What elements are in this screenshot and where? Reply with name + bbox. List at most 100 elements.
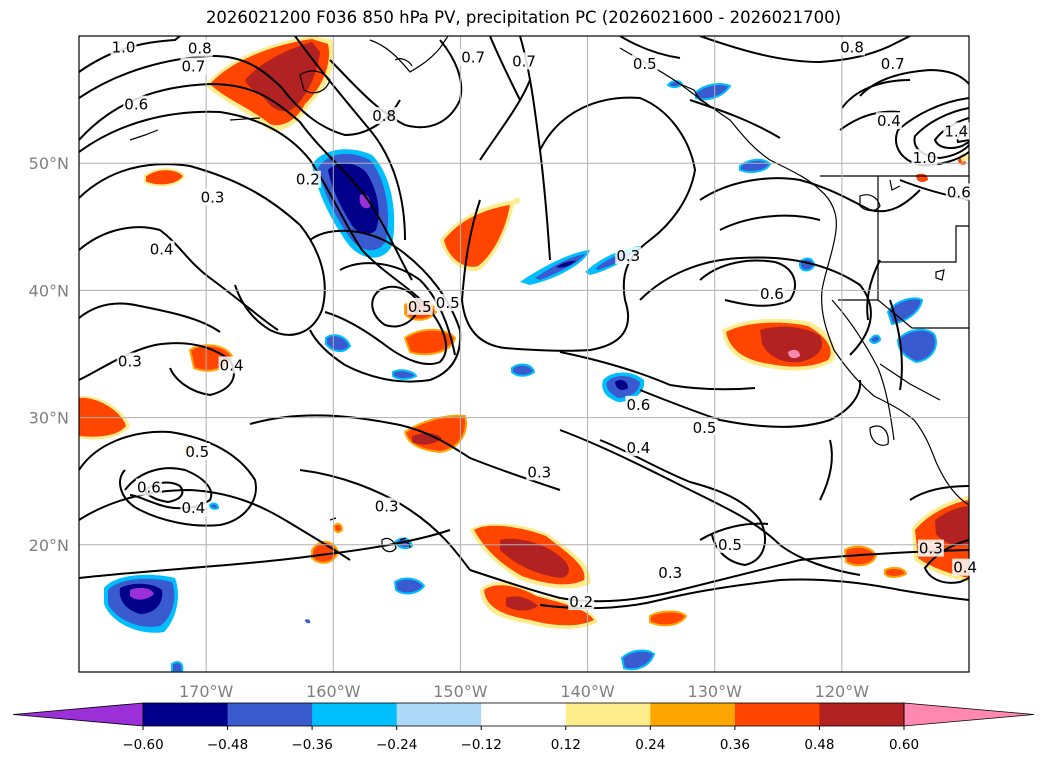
contour-label: 0.7 (512, 52, 536, 70)
contour-label: 0.4 (953, 559, 977, 577)
contour-label: 0.3 (616, 247, 640, 265)
lon-tick-label: 150°W (433, 682, 488, 701)
colorbar-segment (143, 703, 229, 726)
contour-label-bg (184, 442, 211, 460)
contour-label: 0.3 (118, 353, 142, 371)
contour-label-bg (943, 122, 970, 140)
colorbar-segment (481, 703, 567, 726)
contour-label-bg (758, 285, 785, 303)
contour-label-bg (511, 52, 537, 70)
lat-tick-label: 40°N (29, 281, 69, 300)
colorbar-segment (650, 703, 736, 726)
contour-label-bg (911, 149, 938, 167)
contour-label-bg (615, 247, 642, 265)
contour-label-bg (716, 535, 743, 553)
colorbar-segment (312, 703, 398, 726)
contour-label-bg (839, 38, 866, 56)
contour-label-bg (116, 352, 143, 370)
contour-label: 0.8 (188, 40, 212, 58)
lon-tick-label: 120°W (815, 682, 870, 701)
longitude-labels: 170°W 160°W 150°W 140°W 130°W 120°W (179, 682, 869, 701)
contour-label: 0.6 (124, 96, 148, 114)
contour-label-bg (406, 297, 433, 315)
contour-label: 0.3 (375, 498, 399, 516)
contour-label: 0.6 (137, 479, 161, 497)
contour-label: 0.4 (150, 241, 174, 259)
colorbar-segment (734, 703, 820, 726)
contour-label-bg (373, 497, 400, 515)
contour-label-bg (875, 112, 902, 130)
colorbar-tick-label: 0.36 (720, 737, 750, 753)
contour-label: 0.6 (947, 183, 971, 201)
contour-label-bg (526, 463, 553, 481)
contour-label: 0.8 (372, 107, 396, 125)
contour-label-bg (952, 558, 979, 576)
contour-label: 0.6 (760, 285, 784, 303)
colorbar-frame (142, 702, 905, 727)
contour-labels: 1.0 0.80.70.60.80.7 0.7 0.50.80.70.41.01.40… (110, 38, 979, 611)
contour-label: 0.6 (626, 396, 650, 414)
contour-label: 0.4 (626, 439, 650, 457)
latitude-labels: 20°N 30°N 40°N 50°N (29, 154, 69, 555)
contour-label-bg (218, 356, 245, 374)
map-title: 2026021200 F036 850 hPa PV, precipitatio… (205, 8, 842, 27)
contour-label: 0.3 (201, 189, 225, 207)
contour-label-bg (294, 170, 321, 188)
contour-label: 0.3 (919, 540, 943, 558)
contour-label-bg (657, 563, 684, 581)
contour-label: 0.7 (881, 55, 905, 73)
precipitation-shading (79, 36, 969, 672)
colorbar-tick-label: 0.60 (889, 737, 919, 753)
contour-label-bg (625, 439, 652, 457)
contour-label: 0.5 (185, 443, 209, 461)
contour-label: 0.4 (877, 112, 901, 130)
colorbar-tick-label: −0.24 (376, 737, 417, 753)
lat-tick-label: 20°N (29, 536, 69, 555)
contour-label: 1.0 (913, 149, 937, 167)
contour-label-bg (180, 57, 207, 75)
colorbar-tick-label: 0.48 (804, 737, 834, 753)
contour-label: 0.2 (296, 171, 320, 189)
contour-label-bg (879, 54, 906, 72)
contour-label: 0.5 (693, 419, 717, 437)
lat-tick-label: 30°N (29, 409, 69, 428)
lon-tick-label: 160°W (306, 682, 361, 701)
pv-contours (79, 36, 969, 610)
contour-label: 0.5 (718, 536, 742, 554)
map-frame (78, 35, 970, 673)
contour-label: 0.4 (220, 356, 244, 374)
colorbar-tick-label: −0.60 (122, 737, 163, 753)
contour-label-bg (199, 188, 226, 206)
contour-label-bg (691, 418, 718, 436)
contour-label-bg (148, 240, 175, 258)
colorbar-tick-label: 0.24 (635, 737, 665, 753)
contour-label-bg (568, 593, 595, 611)
contour-label: 0.4 (181, 499, 205, 517)
colorbar-segment (227, 703, 313, 726)
contour-label: 0.2 (569, 593, 593, 611)
contour-label: 0.8 (840, 38, 864, 56)
lat-tick-label: 50°N (29, 154, 69, 173)
contour-label: 0.7 (181, 58, 205, 76)
colorbar-tick-label: −0.12 (461, 737, 502, 753)
contour-label: 1.0 (112, 38, 136, 56)
contour-label-bg (625, 395, 652, 413)
coastlines (129, 36, 969, 553)
colorbar-segment (396, 703, 482, 726)
colorbar-tick-label: −0.36 (291, 737, 332, 753)
contour-label: 0.7 (461, 49, 485, 67)
lon-tick-label: 170°W (179, 682, 234, 701)
colorbar-tick-labels: −0.60 −0.48 −0.36 −0.24 −0.12 0.12 0.24 0.36 0.4… (122, 726, 919, 753)
colorbar-tick-label: 0.12 (551, 737, 581, 753)
colorbar (12, 702, 1035, 727)
map-grid (79, 36, 969, 672)
lon-tick-label: 130°W (688, 682, 743, 701)
colorbar-tick-label: −0.48 (207, 737, 248, 753)
contour-label-bg (180, 498, 207, 516)
contour-label: 0.5 (436, 294, 460, 312)
contour-label-bg (631, 54, 658, 72)
contour-label-bg (945, 183, 972, 201)
colorbar-segment (565, 703, 651, 726)
contour-label-bg (460, 48, 487, 66)
